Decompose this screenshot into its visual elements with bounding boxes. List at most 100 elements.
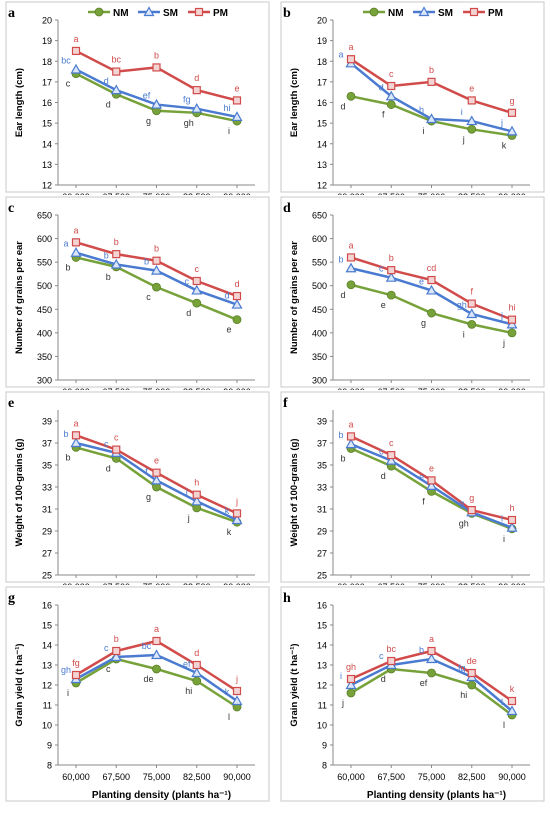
data-label-SM: bc [142,641,152,651]
data-label-PM: b [429,65,434,75]
data-label-NM: j [341,698,344,708]
y-tick-label: 12 [317,681,327,691]
y-tick-label: 27 [317,549,327,559]
data-point-NM [192,676,202,686]
data-label-SM: gh [457,300,467,310]
data-label-PM: c [195,264,200,274]
data-point-SM [385,454,397,465]
y-axis-title: Grain yield (t ha⁻¹) [14,643,25,726]
data-point-PM [192,660,201,670]
x-tick-label: 82,500 [458,582,486,585]
panel-e: e 25 27 29 31 33 35 37 39 60,000 67,500 75,000 82,50… [0,390,275,585]
data-point-SM [70,246,82,257]
data-label-SM: a [63,239,68,249]
data-label-SM: c [104,643,109,653]
x-tick-label: 90,000 [498,387,526,390]
y-tick-label: 450 [37,305,52,315]
data-label-SM: b [338,254,343,264]
panel-letter: e [8,396,15,411]
data-label-NM: e [226,325,231,335]
x-tick-label: 60,000 [337,582,365,585]
data-label-NM: l [228,712,230,722]
chart-frame [5,391,270,583]
data-point-PM [71,431,81,440]
y-tick-label: 11 [43,701,52,711]
data-point-PM [192,276,201,286]
y-tick-label: 650 [37,211,52,221]
y-tick-label: 11 [318,701,327,711]
data-label-PM: f [470,287,473,297]
data-label-SM: c [379,264,384,274]
data-label-SM: k [225,506,230,516]
data-point-SM [385,90,397,101]
data-point-SM [425,284,438,295]
y-tick-label: 350 [37,352,52,362]
data-label-NM: i [228,126,230,136]
data-label-PM: g [509,96,514,106]
data-point-SM [466,308,478,319]
data-label-PM: g [469,493,474,503]
data-point-NM [386,290,396,300]
data-label-SM: hi [223,103,230,113]
data-label-NM: c [146,292,151,302]
y-tick-label: 39 [42,417,52,427]
panel-a: a 12 13 14 15 16 17 18 19 20 60,000 67,500 75,000 82,… [0,0,275,195]
y-tick-label: 12 [42,681,52,691]
data-label-PM: e [469,83,474,93]
panel-g: g 8 9 10 11 12 13 14 15 16 60,000 67,500 75,000 82,50… [0,585,275,823]
x-axis-title: Planting density (plants ha⁻¹) [92,790,231,801]
data-point-PM [71,46,81,56]
data-point-SM [231,111,243,122]
data-point-NM [346,91,356,101]
x-tick-label: 82,500 [183,192,211,195]
data-label-NM: l [503,720,505,730]
y-tick-label: 13 [317,661,327,671]
data-label-NM: d [106,99,111,109]
data-point-PM [387,450,396,460]
x-tick-label: 75,000 [143,387,171,390]
data-point-NM [152,664,161,674]
data-label-NM: d [106,463,111,473]
y-tick-label: 16 [42,98,52,108]
x-tick-label: 90,000 [223,772,251,782]
y-tick-label: 20 [317,16,327,26]
data-label-SM: c [185,276,190,286]
data-label-PM: j [235,674,238,684]
data-point-NM [427,308,436,318]
data-label-PM: e [234,83,239,93]
data-point-PM [152,636,161,646]
y-tick-label: 33 [317,483,327,493]
data-label-PM: d [194,648,199,658]
data-label-PM: b [154,244,159,254]
data-label-NM: e [381,300,386,310]
y-tick-label: 10 [42,721,52,731]
legend-marker [94,7,104,17]
data-point-PM [467,96,476,105]
y-tick-label: 450 [312,305,327,315]
data-label-NM: g [421,318,426,328]
data-label-SM: i [501,514,503,524]
x-tick-label: 67,500 [102,772,130,782]
data-point-PM [387,656,396,666]
data-label-PM: e [429,463,434,473]
data-label-SM: ef [183,659,191,669]
data-label-PM: b [114,237,119,247]
y-tick-label: 18 [317,57,327,67]
data-label-NM: gh [459,518,469,528]
x-tick-label: 90,000 [223,387,251,390]
y-tick-label: 500 [312,281,327,291]
y-tick-label: 15 [42,621,52,631]
data-label-NM: de [143,674,153,684]
data-point-SM [191,284,203,295]
x-tick-label: 60,000 [62,582,90,585]
data-point-SM [70,437,82,448]
y-tick-label: 15 [42,119,52,129]
data-point-PM [507,108,517,117]
data-label-SM: d [104,76,109,86]
data-label-SM: a [338,49,343,59]
data-label-SM: e [419,472,424,482]
x-tick-label: 67,500 [102,582,130,585]
y-tick-label: 400 [312,328,327,338]
data-point-NM [386,100,396,109]
